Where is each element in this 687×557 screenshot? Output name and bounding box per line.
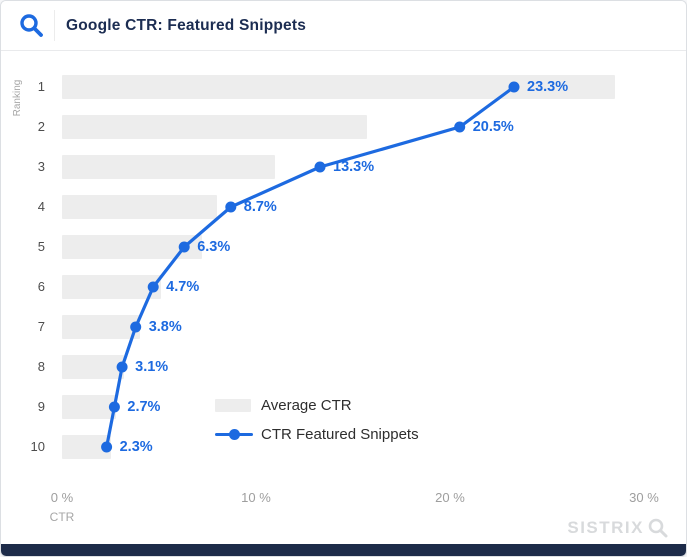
header-divider <box>54 10 55 41</box>
y-tick-label: 10 <box>30 439 45 454</box>
legend-label: CTR Featured Snippets <box>261 425 419 443</box>
brand-wordmark: SISTRIX <box>567 518 644 537</box>
y-tick-label: 9 <box>37 399 45 414</box>
y-tick-label: 4 <box>37 199 45 214</box>
legend-item-average-ctr: Average CTR <box>215 396 419 414</box>
point-value-label: 8.7% <box>243 199 277 215</box>
card-header: Google CTR: Featured Snippets <box>1 1 686 51</box>
data-point <box>116 361 128 373</box>
y-tick-label: 5 <box>37 239 45 254</box>
point-value-label: 6.3% <box>197 239 231 255</box>
search-icon <box>648 518 668 538</box>
search-icon <box>18 12 45 39</box>
data-point <box>454 121 466 133</box>
average-ctr-bar <box>62 155 276 179</box>
legend-item-featured-snippets: CTR Featured Snippets <box>215 425 419 443</box>
x-tick-label: 20 % <box>435 490 465 505</box>
x-tick-label: 0 % <box>50 490 74 505</box>
average-ctr-bar <box>62 195 218 219</box>
y-tick-label: 3 <box>37 159 45 174</box>
data-point <box>101 441 113 453</box>
point-value-label: 20.5% <box>472 119 514 135</box>
y-tick-label: 6 <box>37 279 45 294</box>
data-point <box>225 201 237 213</box>
point-value-label: 2.3% <box>119 439 153 455</box>
data-point <box>130 321 142 333</box>
sistrix-logo: SISTRIX <box>567 517 669 539</box>
average-ctr-bar <box>62 395 117 419</box>
bar-swatch-icon <box>215 398 251 412</box>
average-ctr-bar <box>62 115 367 139</box>
data-point <box>314 161 326 173</box>
data-point <box>178 241 190 253</box>
point-value-label: 13.3% <box>333 159 375 175</box>
point-value-label: 3.1% <box>135 359 169 375</box>
line-dot-swatch-icon <box>215 428 253 441</box>
point-value-label: 3.8% <box>148 319 182 335</box>
y-tick-label: 7 <box>37 319 45 334</box>
x-axis-label: CTR <box>49 510 75 524</box>
point-value-label: 2.7% <box>127 399 161 415</box>
footer-bar <box>1 544 686 556</box>
point-value-label: 23.3% <box>527 79 569 95</box>
chart-legend: Average CTR CTR Featured Snippets <box>215 397 419 455</box>
x-tick-label: 10 % <box>241 490 271 505</box>
y-tick-label: 1 <box>37 79 45 94</box>
point-value-label: 4.7% <box>166 279 200 295</box>
average-ctr-bar <box>62 75 615 99</box>
y-tick-label: 2 <box>37 119 45 134</box>
average-ctr-bar <box>62 355 125 379</box>
data-point <box>147 281 159 293</box>
average-ctr-bar <box>62 275 161 299</box>
x-tick-label: 30 % <box>629 490 659 505</box>
chart-title: Google CTR: Featured Snippets <box>66 17 307 34</box>
data-point <box>508 81 520 93</box>
legend-label: Average CTR <box>261 396 352 414</box>
average-ctr-bar <box>62 315 140 339</box>
data-point <box>108 401 120 413</box>
y-tick-label: 8 <box>37 359 45 374</box>
